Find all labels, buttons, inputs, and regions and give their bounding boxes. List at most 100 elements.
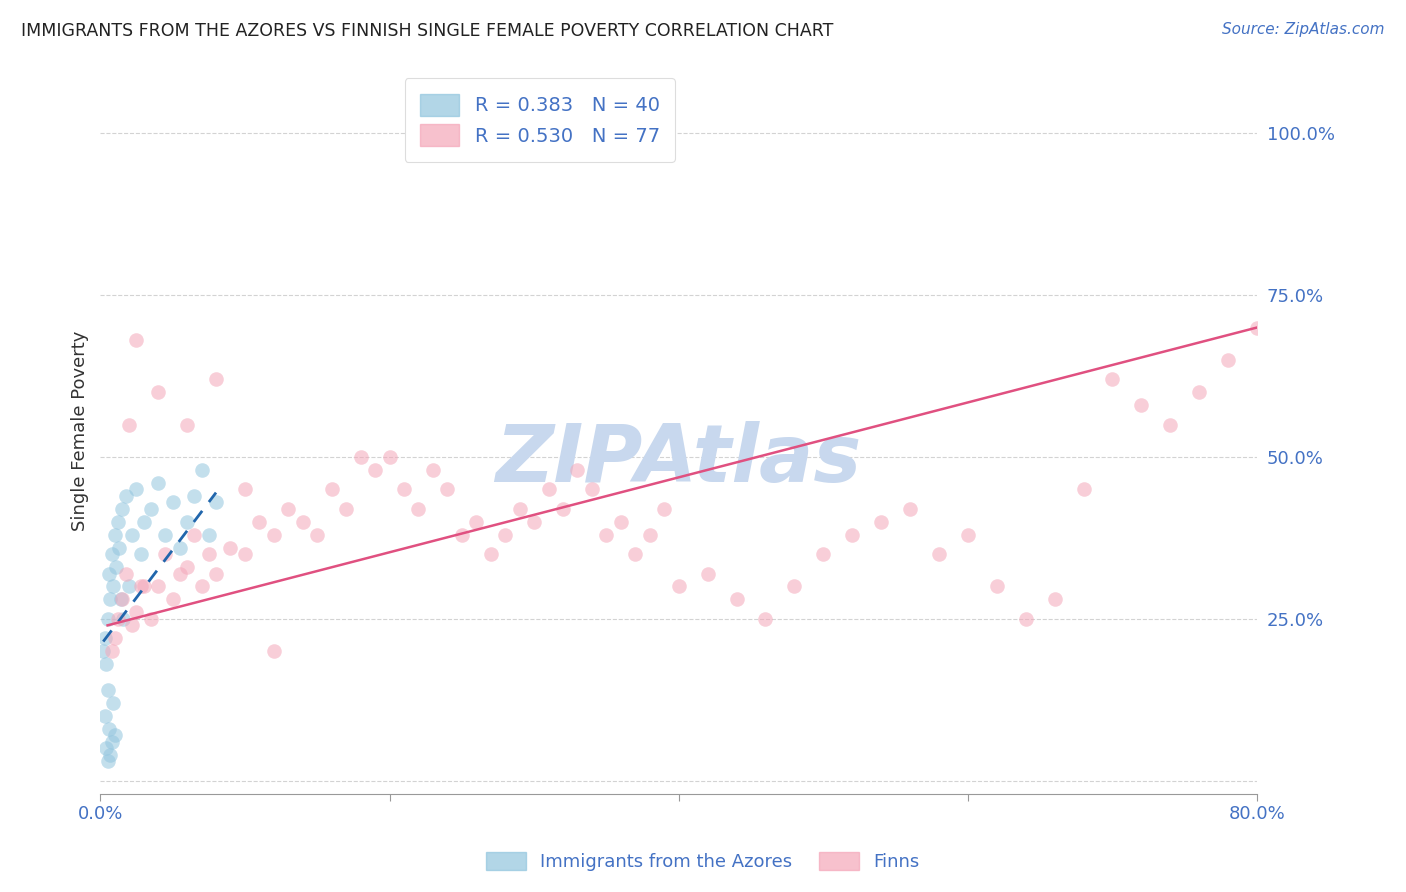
Point — [148, 475, 170, 490]
Point — [197, 527, 219, 541]
Point — [364, 463, 387, 477]
Point — [1246, 320, 1268, 334]
Point — [898, 501, 921, 516]
Point — [652, 501, 675, 516]
Point — [91, 644, 114, 658]
Point — [98, 566, 121, 581]
Point — [169, 566, 191, 581]
Point — [205, 372, 228, 386]
Point — [567, 463, 589, 477]
Point — [107, 612, 129, 626]
Point — [98, 722, 121, 736]
Point — [121, 527, 143, 541]
Point — [125, 606, 148, 620]
Point — [277, 501, 299, 516]
Point — [870, 515, 893, 529]
Point — [125, 334, 148, 348]
Point — [111, 592, 134, 607]
Text: Source: ZipAtlas.com: Source: ZipAtlas.com — [1222, 22, 1385, 37]
Point — [378, 450, 401, 464]
Point — [581, 483, 603, 497]
Point — [110, 592, 132, 607]
Point — [155, 547, 177, 561]
Point — [1043, 592, 1066, 607]
Point — [139, 612, 162, 626]
Point — [754, 612, 776, 626]
Text: IMMIGRANTS FROM THE AZORES VS FINNISH SINGLE FEMALE POVERTY CORRELATION CHART: IMMIGRANTS FROM THE AZORES VS FINNISH SI… — [21, 22, 834, 40]
Point — [465, 515, 488, 529]
Point — [104, 527, 127, 541]
Point — [103, 696, 125, 710]
Point — [111, 501, 134, 516]
Point — [101, 735, 124, 749]
Point — [696, 566, 718, 581]
Point — [725, 592, 748, 607]
Point — [450, 527, 472, 541]
Point — [551, 501, 574, 516]
Point — [205, 495, 228, 509]
Text: ZIPAtlas: ZIPAtlas — [495, 421, 862, 500]
Point — [169, 541, 191, 555]
Point — [219, 541, 242, 555]
Point — [139, 501, 162, 516]
Point — [595, 527, 617, 541]
Point — [115, 489, 138, 503]
Point — [121, 618, 143, 632]
Point — [94, 741, 117, 756]
Point — [479, 547, 502, 561]
Point — [595, 113, 617, 128]
Point — [509, 501, 531, 516]
Point — [129, 547, 152, 561]
Point — [1188, 385, 1211, 400]
Point — [104, 728, 127, 742]
Point — [100, 747, 122, 762]
Point — [176, 515, 198, 529]
Point — [610, 515, 633, 529]
Point — [148, 579, 170, 593]
Point — [813, 547, 835, 561]
Point — [104, 632, 127, 646]
Y-axis label: Single Female Poverty: Single Female Poverty — [72, 331, 89, 532]
Point — [1130, 398, 1153, 412]
Point — [1159, 417, 1181, 432]
Point — [115, 566, 138, 581]
Point — [986, 579, 1008, 593]
Point — [841, 527, 863, 541]
Point — [155, 527, 177, 541]
Point — [125, 483, 148, 497]
Point — [176, 560, 198, 574]
Point — [107, 515, 129, 529]
Point — [162, 592, 184, 607]
Point — [668, 579, 690, 593]
Point — [97, 612, 120, 626]
Point — [247, 515, 270, 529]
Point — [132, 515, 155, 529]
Point — [105, 560, 128, 574]
Point — [624, 547, 647, 561]
Point — [1101, 372, 1123, 386]
Point — [335, 501, 357, 516]
Point — [118, 579, 141, 593]
Point — [537, 483, 560, 497]
Point — [233, 547, 256, 561]
Point — [956, 527, 979, 541]
Point — [162, 495, 184, 509]
Point — [183, 489, 205, 503]
Point — [291, 515, 314, 529]
Point — [638, 527, 661, 541]
Point — [197, 547, 219, 561]
Legend: R = 0.383   N = 40, R = 0.530   N = 77: R = 0.383 N = 40, R = 0.530 N = 77 — [405, 78, 675, 162]
Point — [93, 632, 115, 646]
Point — [263, 644, 285, 658]
Point — [307, 527, 329, 541]
Point — [183, 527, 205, 541]
Point — [190, 463, 212, 477]
Point — [97, 754, 120, 768]
Point — [1015, 612, 1038, 626]
Point — [148, 385, 170, 400]
Point — [93, 709, 115, 723]
Point — [233, 483, 256, 497]
Legend: Immigrants from the Azores, Finns: Immigrants from the Azores, Finns — [479, 845, 927, 879]
Point — [101, 644, 124, 658]
Point — [118, 417, 141, 432]
